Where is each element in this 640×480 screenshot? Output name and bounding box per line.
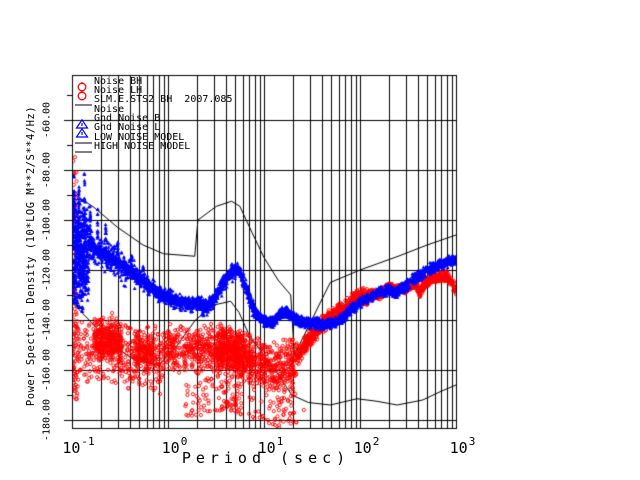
legend-item: SLM.E.STS2 BH 2007.085	[74, 94, 233, 106]
line-marker-icon	[75, 104, 92, 106]
red-circle-legend-symbol	[74, 86, 94, 101]
legend-item: HIGH NOISE MODEL	[74, 140, 191, 153]
legend-item: Gnd Noise B	[74, 112, 161, 129]
legend-item: LOW NOISE MODEL	[74, 131, 185, 144]
red-circle-legend-symbol	[74, 77, 94, 91]
y-tick-label: -140.00	[41, 298, 53, 342]
y-tick-label: -100.00	[41, 198, 53, 242]
y-tick-label: -60.00	[41, 101, 53, 139]
x-tick-label: 103	[449, 435, 476, 457]
legend-item-label: Gnd Noise L	[94, 122, 161, 134]
legend-item-label: Noise BH	[94, 75, 143, 87]
black-line-legend-symbol	[74, 133, 94, 144]
legend-item-label: Noise LH	[94, 84, 143, 96]
legend-item-label: HIGH NOISE MODEL	[94, 140, 191, 152]
legend-item-label: Gnd Noise B	[94, 112, 161, 124]
line-marker-icon	[75, 151, 92, 153]
line-marker-icon	[75, 142, 92, 144]
legend-item: Gnd Noise L	[74, 122, 161, 138]
x-tick-label: 101	[257, 435, 284, 457]
x-tick-label: 100	[161, 435, 188, 457]
blue-triangle-marker-icon	[75, 127, 89, 138]
y-axis-title: Power Spectral Density (10*LOG M**2/S**4…	[25, 105, 37, 407]
legend-item-label: SLM.E.STS2 BH 2007.085	[94, 94, 233, 106]
y-tick-label: -120.00	[41, 248, 53, 292]
x-axis-title: Period (sec)	[181, 449, 351, 467]
y-tick-label: -180.00	[41, 398, 53, 442]
legend-item: Noise BH	[74, 75, 143, 91]
x-tick-label: 10-1	[62, 435, 95, 457]
blue-triangle-legend-symbol	[74, 114, 94, 129]
y-tick-label: -80.00	[41, 151, 53, 189]
y-tick-label: -160.00	[41, 348, 53, 392]
x-tick-label: 102	[353, 435, 380, 457]
legend-item-label: LOW NOISE MODEL	[94, 131, 185, 143]
blue-triangle-marker-icon	[75, 118, 89, 129]
blue-triangle-legend-symbol	[74, 123, 94, 138]
black-line-legend-symbol	[74, 142, 94, 153]
red-circle-marker-icon	[77, 81, 87, 91]
legend-item-label: Noise	[94, 103, 125, 115]
legend-item: Noise LH	[74, 84, 143, 101]
black-line-legend-symbol	[74, 95, 94, 106]
legend-item: Noise	[74, 103, 125, 115]
red-circle-marker-icon	[77, 90, 87, 101]
